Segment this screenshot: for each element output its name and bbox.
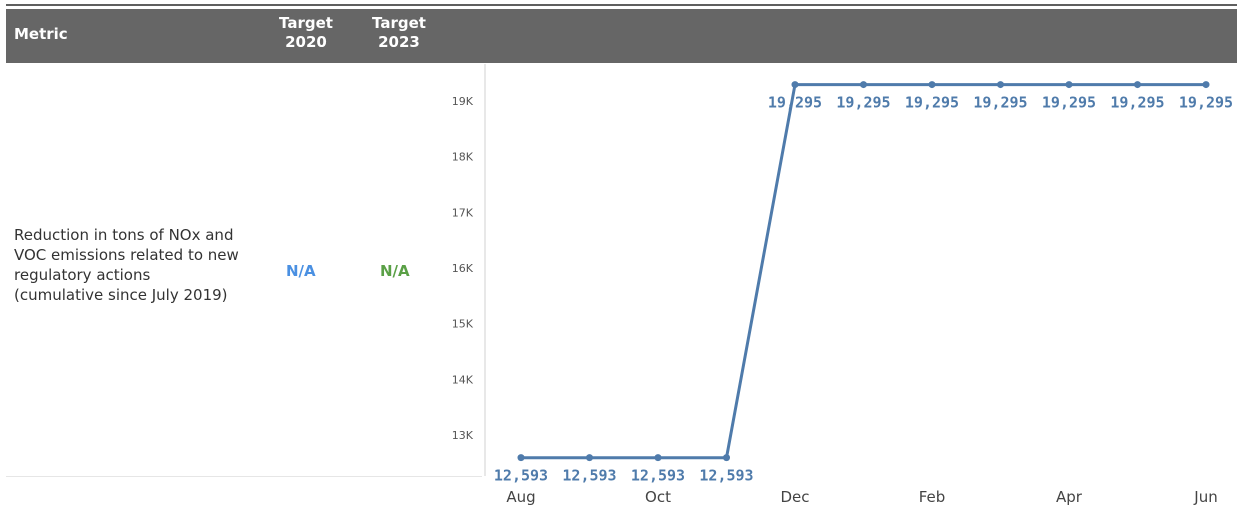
header-target-2020-line2: 2020: [285, 33, 327, 51]
x-tick-label: Jun: [1193, 488, 1217, 506]
x-tick-label: Apr: [1056, 488, 1083, 506]
x-tick-label: Feb: [919, 488, 946, 506]
metric-line: regulatory actions: [14, 266, 151, 284]
data-point: [586, 454, 593, 462]
data-label: 19,295: [1042, 94, 1096, 112]
data-label: 19,295: [973, 94, 1027, 112]
y-tick-label: 13K: [452, 429, 474, 442]
header-target-2020-line1: Target: [279, 14, 333, 32]
x-tick-label: Aug: [506, 488, 535, 506]
data-point: [1065, 81, 1073, 89]
header-metric: Metric: [14, 25, 68, 43]
metric-description: Reduction in tons of NOx and VOC emissio…: [14, 225, 272, 305]
y-tick-label: 15K: [452, 318, 474, 331]
y-tick-label: 14K: [452, 373, 474, 386]
data-label: 12,593: [562, 467, 616, 485]
data-label: 12,593: [631, 467, 685, 485]
data-point: [1134, 81, 1141, 89]
data-label: 19,295: [768, 94, 822, 112]
series-line: [521, 83, 1206, 460]
top-rule: [6, 4, 1237, 6]
data-point: [723, 454, 730, 462]
data-label: 19,295: [836, 94, 890, 112]
data-point: [654, 454, 662, 462]
data-point: [791, 81, 799, 89]
data-point: [928, 81, 936, 89]
table-header: Metric Target 2020 Target 2023: [6, 9, 1237, 63]
data-label: 19,295: [1179, 94, 1233, 112]
y-tick-label: 17K: [452, 206, 474, 219]
header-target-2023-line1: Target: [372, 14, 426, 32]
target-2020-value: N/A: [286, 262, 316, 280]
data-point: [1202, 81, 1210, 89]
metric-line: VOC emissions related to new: [14, 246, 239, 264]
y-tick-label: 18K: [452, 151, 474, 164]
data-label: 12,593: [699, 467, 753, 485]
header-target-2020: Target 2020: [274, 14, 338, 52]
y-tick-label: 19K: [452, 95, 474, 108]
header-target-2023-line2: 2023: [378, 33, 420, 51]
header-target-2023: Target 2023: [367, 14, 431, 52]
x-tick-label: Dec: [780, 488, 809, 506]
data-point: [517, 454, 525, 462]
data-point: [860, 81, 867, 89]
x-tick-label: Oct: [645, 488, 671, 506]
data-label: 19,295: [1110, 94, 1164, 112]
target-2023-value: N/A: [380, 262, 410, 280]
data-label: 12,593: [494, 467, 548, 485]
y-tick-label: 16K: [452, 262, 474, 275]
metric-line: Reduction in tons of NOx and: [14, 226, 234, 244]
data-point: [997, 81, 1004, 89]
metric-line: (cumulative since July 2019): [14, 286, 228, 304]
data-label: 19,295: [905, 94, 959, 112]
row-divider: [6, 476, 482, 477]
